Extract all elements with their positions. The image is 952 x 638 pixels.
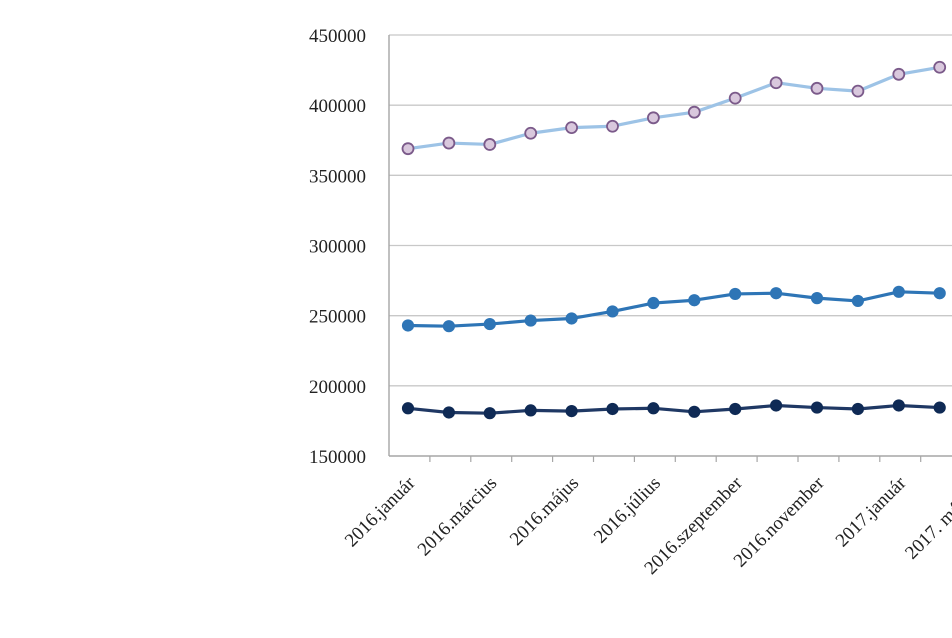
data-point <box>892 399 905 412</box>
data-point <box>401 319 415 332</box>
series-3 <box>401 399 946 420</box>
data-point <box>810 401 824 414</box>
data-point <box>401 402 415 415</box>
data-point <box>483 407 496 420</box>
data-point <box>769 399 783 412</box>
data-point <box>769 287 783 300</box>
series-1 <box>401 60 947 156</box>
data-point <box>728 91 742 105</box>
data-point <box>442 136 456 150</box>
data-point <box>892 285 905 298</box>
y-tick-label: 150000 <box>309 447 366 468</box>
y-tick-label: 200000 <box>309 377 366 398</box>
data-point <box>483 317 496 331</box>
x-tick-label: 2017.január <box>832 472 911 551</box>
data-point <box>524 126 538 140</box>
data-point <box>851 294 865 308</box>
data-point <box>933 60 947 74</box>
data-point <box>524 314 537 327</box>
y-tick-label: 250000 <box>309 307 366 328</box>
data-point <box>810 292 824 305</box>
data-point <box>524 404 537 417</box>
data-point <box>647 296 660 310</box>
data-point <box>565 404 578 418</box>
x-tick-label: 2016.május <box>506 473 583 550</box>
data-point <box>688 294 701 307</box>
y-tick-label: 450000 <box>309 26 366 47</box>
data-point <box>851 402 865 416</box>
y-tick-label: 300000 <box>309 237 366 258</box>
data-point <box>442 406 455 419</box>
x-tick-label: 2016.július <box>590 473 665 548</box>
y-axis-ticks: 150000 200000 250000 300000 350000 400000 4500… <box>309 26 366 468</box>
data-point <box>565 121 578 135</box>
data-point <box>688 405 701 418</box>
series-line <box>407 403 940 415</box>
data-point <box>647 402 660 415</box>
data-point <box>892 67 906 81</box>
data-point <box>810 81 824 95</box>
data-point <box>442 320 455 333</box>
data-point <box>933 401 946 414</box>
data-point <box>606 305 619 318</box>
x-tick-label: 2016.január <box>341 472 420 551</box>
data-point <box>851 84 865 98</box>
series-group <box>401 60 947 420</box>
data-point <box>401 142 415 156</box>
data-point <box>729 287 742 301</box>
y-tick-label: 350000 <box>309 166 366 187</box>
data-point <box>606 402 619 416</box>
data-point <box>769 76 783 90</box>
data-point <box>687 105 701 119</box>
data-point <box>933 287 946 300</box>
data-point <box>606 119 619 133</box>
series-2 <box>401 285 946 333</box>
series-line <box>407 65 940 151</box>
x-tick-label: 2016.március <box>414 473 502 561</box>
series-line <box>407 290 940 328</box>
y-tick-label: 400000 <box>309 96 366 117</box>
grid-lines <box>389 34 952 387</box>
data-point <box>729 402 742 416</box>
data-point <box>483 138 497 151</box>
data-point <box>565 312 578 325</box>
data-point <box>647 111 660 125</box>
